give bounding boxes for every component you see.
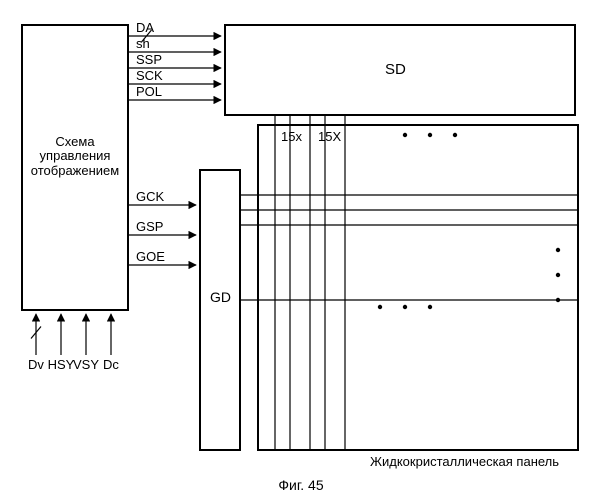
gd-block-label: GD xyxy=(210,290,231,305)
signal-DA: DA xyxy=(136,21,154,35)
signal-GCK: GCK xyxy=(136,190,164,204)
panel-col-label: 15X xyxy=(318,130,341,144)
signal-POL: POL xyxy=(136,85,162,99)
signal-GSP: GSP xyxy=(136,220,163,234)
figure-caption: Фиг. 45 xyxy=(0,478,602,493)
sd-block-label: SD xyxy=(385,62,406,79)
signal-SCK: SCK xyxy=(136,69,163,83)
panel-col-label: 15x xyxy=(281,130,302,144)
input-Dc: Dc xyxy=(95,358,127,372)
control-block-label: Схемауправленияотображением xyxy=(22,135,128,178)
signal-GOE: GOE xyxy=(136,250,165,264)
signal-sh: sh xyxy=(136,37,150,51)
panel-block-label: Жидкокристаллическая панель xyxy=(370,455,559,469)
signal-SSP: SSP xyxy=(136,53,162,67)
diagram-svg xyxy=(0,0,602,500)
